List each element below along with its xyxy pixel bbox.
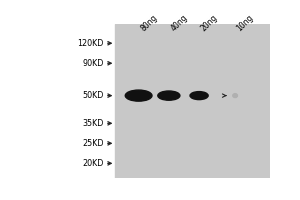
Text: 25KD: 25KD — [82, 139, 104, 148]
Bar — [116, 24, 270, 178]
Text: 35KD: 35KD — [82, 119, 104, 128]
Text: 20ng: 20ng — [199, 13, 219, 33]
Text: 10ng: 10ng — [235, 13, 255, 33]
Ellipse shape — [233, 94, 238, 98]
Ellipse shape — [190, 92, 208, 100]
Text: 90KD: 90KD — [82, 59, 104, 68]
Text: 80ng: 80ng — [139, 13, 159, 33]
Text: 20KD: 20KD — [82, 159, 104, 168]
Text: 40ng: 40ng — [169, 13, 189, 33]
Text: 120KD: 120KD — [77, 39, 104, 48]
Text: 50KD: 50KD — [82, 91, 104, 100]
Ellipse shape — [125, 90, 152, 101]
Ellipse shape — [158, 91, 180, 100]
